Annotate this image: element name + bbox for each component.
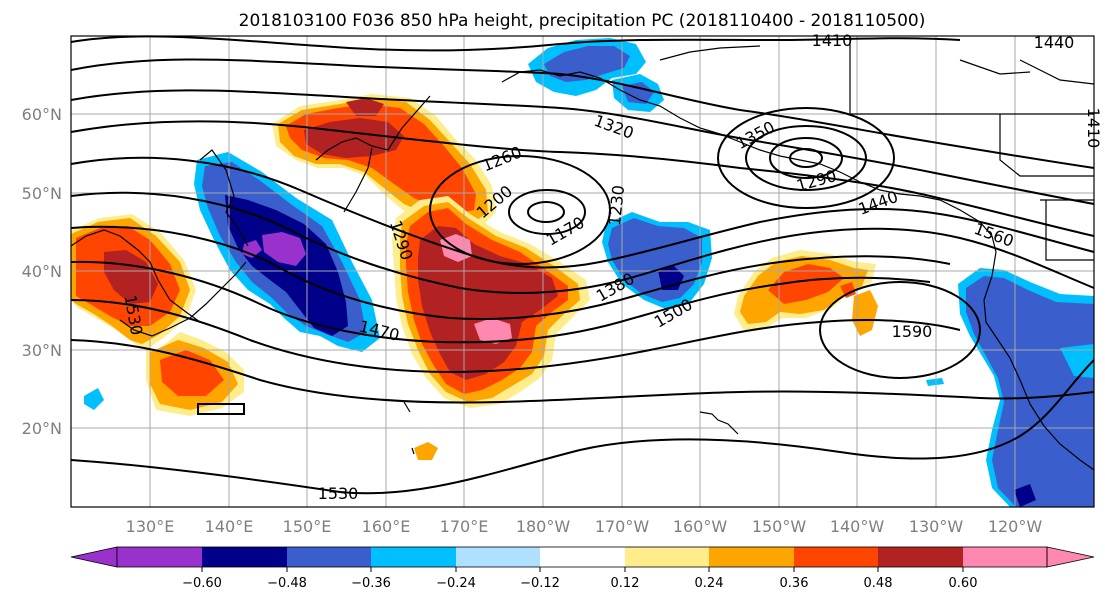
precip-region-eastcoast-negative <box>926 268 1094 507</box>
colorbar-frame <box>116 546 1048 568</box>
contour-label: 1230 <box>605 184 628 226</box>
islands <box>403 401 739 455</box>
figure-title: 2018103100 F036 850 hPa height, precipit… <box>239 11 926 31</box>
colorbar-segment <box>456 547 540 567</box>
colorbar-tick-label: 0.36 <box>780 576 809 591</box>
lon-axis: 130°E 140°E 150°E 160°E 170°E 180°W 170°… <box>126 517 1043 536</box>
height-contours <box>70 35 1095 495</box>
lat-tick-label: 30°N <box>22 341 62 360</box>
precip-region-central-positive <box>392 196 590 408</box>
lon-tick-label: 160°E <box>362 517 411 536</box>
lat-tick-label: 60°N <box>22 105 62 124</box>
contour-label: 1410 <box>812 31 853 50</box>
contour-label: 1530 <box>318 484 359 503</box>
map-panel: 1410 1440 1320 1350 1260 1290 1200 1230 … <box>70 31 1103 508</box>
colorbar-tick-label: 0.24 <box>695 576 724 591</box>
lon-tick-label: 150°E <box>283 517 332 536</box>
colorbar-segment <box>963 547 1047 567</box>
colorbar-segment <box>202 547 287 567</box>
colorbar-extend-left <box>70 546 118 568</box>
lon-tick-label: 140°W <box>830 517 885 536</box>
colorbar-tick-label: −0.36 <box>351 576 391 591</box>
colorbar-segment <box>371 547 456 567</box>
colorbar-segment <box>625 547 709 567</box>
lon-tick-label: 130°E <box>126 517 175 536</box>
graticule <box>71 36 1094 507</box>
precip-region-east-positive <box>734 250 878 336</box>
map-frame <box>70 35 1095 508</box>
lon-tick-label: 150°W <box>752 517 807 536</box>
contour-label: 1440 <box>1034 33 1075 52</box>
lon-tick-label: 170°W <box>595 517 650 536</box>
colorbar-tick-label: −0.48 <box>267 576 307 591</box>
lon-tick-label: 130°W <box>909 517 964 536</box>
lon-tick-label: 120°W <box>988 517 1043 536</box>
precip-patch-small-a <box>414 442 438 460</box>
colorbar-segment <box>709 547 794 567</box>
colorbar-extend-right <box>1046 546 1095 568</box>
colorbar: −0.60 −0.48 −0.36 −0.24 −0.12 0.12 0.24 … <box>70 546 1095 591</box>
contour-label: 1590 <box>892 322 933 341</box>
colorbar-tick-label: 0.60 <box>949 576 978 591</box>
lat-tick-label: 50°N <box>22 184 62 203</box>
colorbar-tick-label: −0.60 <box>182 576 222 591</box>
lon-tick-label: 170°E <box>440 517 489 536</box>
lon-tick-label: 160°W <box>673 517 728 536</box>
precip-region-bering-negative <box>528 38 664 112</box>
colorbar-segment <box>794 547 878 567</box>
colorbar-tick-label: −0.24 <box>436 576 476 591</box>
colorbar-segment <box>287 547 371 567</box>
colorbar-tick-label: 0.48 <box>864 576 893 591</box>
precip-region-japan-negative <box>194 152 380 352</box>
colorbar-segment <box>117 547 202 567</box>
lat-tick-label: 20°N <box>22 419 62 438</box>
lon-tick-label: 140°E <box>205 517 254 536</box>
colorbar-segment <box>878 547 963 567</box>
lat-tick-label: 40°N <box>22 262 62 281</box>
lat-axis: 60°N 50°N 40°N 30°N 20°N <box>22 105 62 438</box>
colorbar-tick-label: 0.12 <box>611 576 640 591</box>
lon-tick-label: 180°W <box>516 517 571 536</box>
precip-patch-small-b <box>84 388 104 410</box>
colorbar-segment <box>540 547 625 567</box>
precip-region-gulf-negative <box>602 212 712 310</box>
colorbar-tick-label: −0.12 <box>520 576 560 591</box>
